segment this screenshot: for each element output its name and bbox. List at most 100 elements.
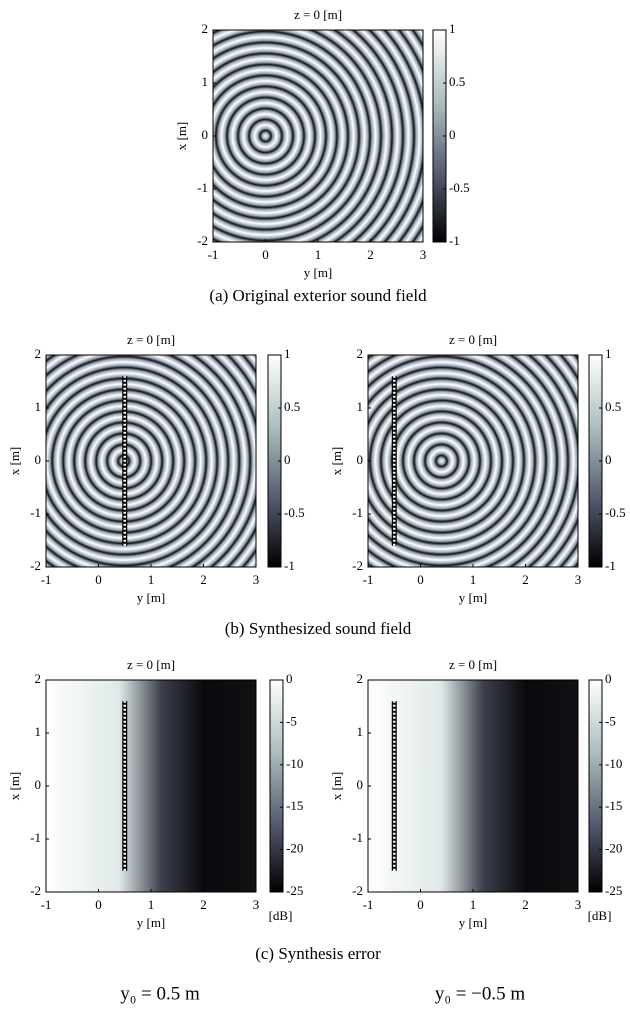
y-tick-label: 2: [357, 671, 364, 686]
x-tick-label: -1: [363, 572, 374, 587]
y-tick-label: 0: [35, 777, 42, 792]
colorbar-tick-label: 0: [286, 671, 293, 686]
chart-title: z = 0 [m]: [449, 332, 497, 347]
y-tick-label: 2: [357, 346, 364, 361]
y-tick-label: -2: [352, 558, 363, 573]
chart-title: z = 0 [m]: [127, 332, 175, 347]
y-axis-label: x [m]: [174, 122, 189, 151]
y-axis-label: x [m]: [329, 772, 344, 801]
y-tick-label: -1: [30, 830, 41, 845]
colorbar-tick-label: 1: [284, 346, 291, 361]
caption: (c) Synthesis error: [255, 944, 381, 963]
caption: (b) Synthesized sound field: [225, 619, 412, 638]
x-tick-label: -1: [208, 247, 219, 262]
x-tick-label: 1: [148, 572, 155, 587]
y-tick-label: 2: [35, 671, 42, 686]
colorbar-tick-label: 0: [605, 452, 612, 467]
field-image: [46, 355, 256, 567]
y-tick-label: 1: [202, 74, 209, 89]
colorbar-tick-label: -5: [605, 713, 616, 728]
colorbar-tick-label: 0.5: [605, 399, 621, 414]
y-tick-label: -2: [197, 233, 208, 248]
colorbar: [588, 679, 603, 893]
y-tick-label: 1: [35, 724, 42, 739]
x-tick-label: -1: [363, 897, 374, 912]
x-tick-label: 3: [575, 572, 582, 587]
colorbar-tick-label: 1: [605, 346, 612, 361]
x-tick-label: 3: [253, 897, 260, 912]
y-axis-label: x [m]: [7, 772, 22, 801]
y-axis-label: x [m]: [7, 447, 22, 476]
field-image: [368, 355, 578, 567]
y-tick-label: -2: [30, 883, 41, 898]
y-tick-label: -1: [352, 505, 363, 520]
x-axis-label: y [m]: [459, 590, 488, 605]
x-tick-label: 1: [470, 572, 477, 587]
colorbar-tick-label: -1: [449, 233, 460, 248]
colorbar-tick-label: 0.5: [284, 399, 300, 414]
x-axis-label: y [m]: [137, 590, 166, 605]
colorbar-tick-label: -20: [605, 841, 622, 856]
y-axis-label: x [m]: [329, 447, 344, 476]
colorbar-tick-label: -25: [286, 883, 303, 898]
y-tick-label: 1: [357, 399, 364, 414]
x-tick-label: 3: [253, 572, 260, 587]
x-tick-label: 2: [522, 572, 529, 587]
y-tick-label: -1: [197, 180, 208, 195]
x-tick-label: 0: [95, 572, 102, 587]
x-tick-label: 2: [200, 572, 207, 587]
chart-title: z = 0 [m]: [294, 7, 342, 22]
x-axis-label: y [m]: [459, 915, 488, 930]
column-label: y₀ = −0.5 m: [435, 983, 526, 1004]
caption: (a) Original exterior sound field: [209, 286, 427, 305]
colorbar-tick-label: -15: [286, 798, 303, 813]
colorbar-tick-label: -5: [286, 713, 297, 728]
x-tick-label: 0: [95, 897, 102, 912]
y-tick-label: 2: [202, 21, 209, 36]
x-tick-label: 3: [575, 897, 582, 912]
colorbar-tick-label: -10: [286, 756, 303, 771]
colorbar-tick-label: -0.5: [449, 180, 470, 195]
x-tick-label: 0: [417, 897, 424, 912]
colorbar-tick-label: -1: [605, 558, 616, 573]
x-tick-label: 3: [420, 247, 427, 262]
x-axis-label: y [m]: [137, 915, 166, 930]
y-tick-label: -2: [30, 558, 41, 573]
x-tick-label: 1: [315, 247, 322, 262]
colorbar-tick-label: 0.5: [449, 74, 465, 89]
colorbar-tick-label: -20: [286, 841, 303, 856]
colorbar-tick-label: -1: [284, 558, 295, 573]
colorbar-tick-label: -25: [605, 883, 622, 898]
y-tick-label: 1: [35, 399, 42, 414]
x-tick-label: 1: [470, 897, 477, 912]
y-tick-label: 0: [357, 452, 364, 467]
colorbar-tick-label: 0: [284, 452, 291, 467]
field-image: [46, 680, 256, 892]
colorbar-tick-label: -15: [605, 798, 622, 813]
colorbar-tick-label: 0: [449, 127, 456, 142]
colorbar-label: [dB]: [269, 908, 293, 923]
y-tick-label: -2: [352, 883, 363, 898]
colorbar-label: [dB]: [588, 908, 612, 923]
x-tick-label: 0: [262, 247, 269, 262]
x-tick-label: 2: [522, 897, 529, 912]
colorbar-tick-label: 1: [449, 21, 456, 36]
y-tick-label: 0: [202, 127, 209, 142]
y-tick-label: -1: [30, 505, 41, 520]
x-tick-label: -1: [41, 897, 52, 912]
x-tick-label: 1: [148, 897, 155, 912]
y-tick-label: 2: [35, 346, 42, 361]
y-tick-label: 0: [357, 777, 364, 792]
colorbar-tick-label: 0: [605, 671, 612, 686]
x-axis-label: y [m]: [304, 265, 333, 280]
column-label: y₀ = 0.5 m: [120, 983, 200, 1004]
x-tick-label: 0: [417, 572, 424, 587]
y-tick-label: 0: [35, 452, 42, 467]
field-image: [213, 30, 423, 242]
x-tick-label: -1: [41, 572, 52, 587]
colorbar: [269, 679, 284, 893]
field-image: [368, 680, 578, 892]
y-tick-label: 1: [357, 724, 364, 739]
x-tick-label: 2: [200, 897, 207, 912]
